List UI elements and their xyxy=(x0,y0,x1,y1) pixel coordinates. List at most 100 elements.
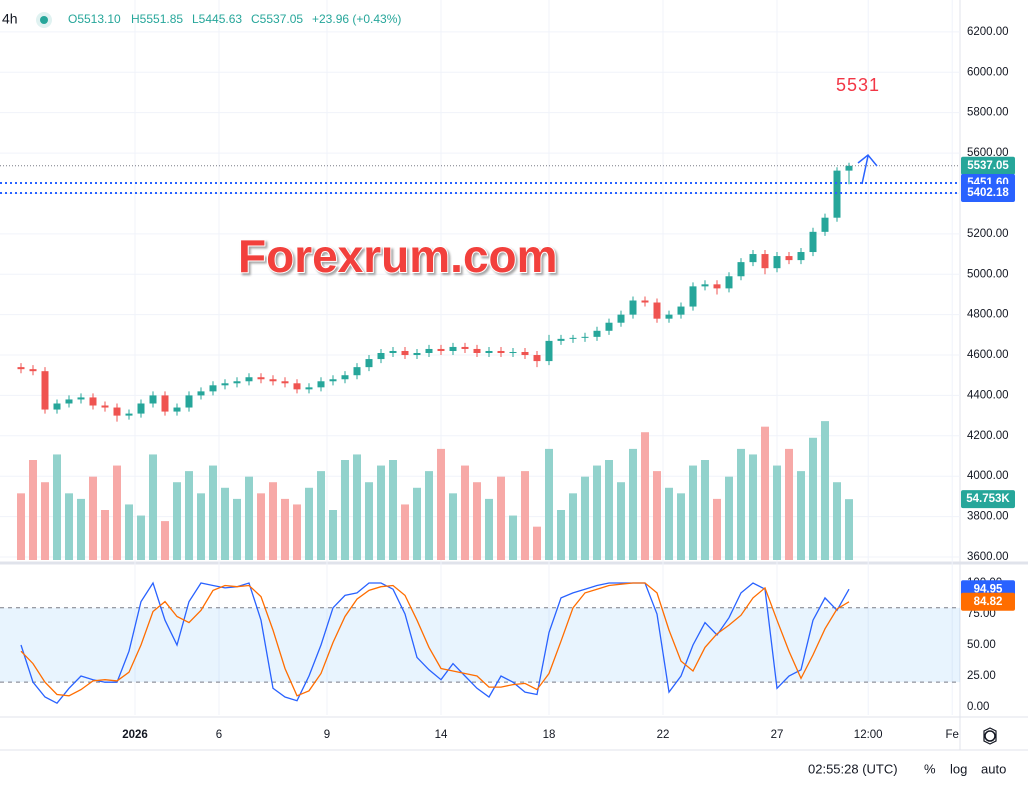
volume-bar xyxy=(245,476,253,560)
x-tick-label: 9 xyxy=(324,729,330,741)
candle-body xyxy=(569,337,577,339)
y-tick-label: 50.00 xyxy=(967,639,996,651)
candle-body xyxy=(353,367,361,376)
volume-bar xyxy=(233,498,241,560)
volume-bar xyxy=(461,465,469,560)
candle-body xyxy=(101,405,109,408)
candle-body xyxy=(125,413,133,416)
y-tick-label: 4000.00 xyxy=(967,470,1009,482)
candle-body xyxy=(257,377,265,380)
volume-bar xyxy=(557,510,565,560)
candle-body xyxy=(365,359,373,368)
price-line-label: 5537.05 xyxy=(967,160,1009,172)
candle-body xyxy=(293,383,301,390)
volume-bar xyxy=(101,510,109,560)
log-toggle[interactable]: log xyxy=(950,761,967,776)
volume-bar xyxy=(797,471,805,560)
y-tick-label: 6200.00 xyxy=(967,26,1009,38)
candle-body xyxy=(389,350,397,354)
candle-body xyxy=(89,397,97,406)
volume-bar xyxy=(77,498,85,560)
candle-body xyxy=(797,252,805,261)
candle-body xyxy=(197,391,205,396)
volume-bar xyxy=(89,476,97,560)
percent-toggle[interactable]: % xyxy=(924,761,936,776)
volume-bar xyxy=(257,493,265,560)
candle-body xyxy=(53,403,61,410)
volume-bar xyxy=(401,504,409,560)
status-dot xyxy=(40,16,48,24)
x-tick-label: Fe xyxy=(945,729,958,741)
volume-bar xyxy=(173,482,181,560)
volume-bar xyxy=(701,460,709,560)
annotation: 5531 xyxy=(836,75,880,95)
candle-body xyxy=(65,399,73,404)
candle-body xyxy=(437,348,445,351)
candle-body xyxy=(689,286,697,307)
candle-body xyxy=(713,284,721,289)
candle-body xyxy=(677,306,685,315)
volume-bar xyxy=(293,504,301,560)
y-tick-label: 3800.00 xyxy=(967,511,1009,523)
y-tick-label: 0.00 xyxy=(967,701,989,713)
volume-bar xyxy=(389,460,397,560)
candle-body xyxy=(17,367,25,370)
volume-bar xyxy=(413,487,421,560)
volume-bar xyxy=(65,493,73,560)
stoch-line xyxy=(20,581,850,705)
candle-body xyxy=(245,377,253,382)
candle-body xyxy=(497,350,505,354)
volume-bar xyxy=(437,448,445,560)
candle-body xyxy=(557,338,565,341)
candle-body xyxy=(413,353,421,356)
y-tick-label: 25.00 xyxy=(967,670,996,682)
clock: 02:55:28 (UTC) xyxy=(808,761,898,776)
candle-body xyxy=(605,322,613,331)
volume-bar xyxy=(845,499,853,560)
settings-button[interactable] xyxy=(983,727,997,745)
volume-bar xyxy=(569,493,577,560)
volume-bar xyxy=(161,521,169,560)
volume-bar xyxy=(485,498,493,560)
candle-body xyxy=(161,395,169,412)
volume-bar xyxy=(377,465,385,560)
volume-bar xyxy=(317,471,325,560)
settings-icon xyxy=(984,730,996,742)
stoch-value-label: 84.82 xyxy=(974,596,1003,608)
volume-bar xyxy=(509,515,517,560)
volume-bar xyxy=(533,526,541,560)
volume-bar xyxy=(665,487,673,560)
volume-bar xyxy=(809,437,817,560)
volume-bar xyxy=(473,482,481,560)
candle-body xyxy=(281,381,289,384)
volume-bar xyxy=(425,471,433,560)
candle-body xyxy=(641,300,649,303)
volume-label: 54.753K xyxy=(966,493,1010,505)
y-tick-label: 4800.00 xyxy=(967,309,1009,321)
candle-body xyxy=(653,302,661,319)
volume-bar xyxy=(773,465,781,560)
ohlc-change: +23.96 (+0.43%) xyxy=(312,12,401,26)
x-tick-label: 2026 xyxy=(122,729,148,741)
ohlc-low: L5445.63 xyxy=(192,12,242,26)
volume-bar xyxy=(821,421,829,560)
auto-toggle[interactable]: auto xyxy=(981,761,1006,776)
volume-label-box xyxy=(961,490,1015,509)
candle-body xyxy=(185,395,193,408)
volume-bar xyxy=(269,482,277,560)
volume-bar xyxy=(185,471,193,560)
candle-body xyxy=(521,351,529,356)
candle-body xyxy=(77,397,85,400)
x-tick-label: 6 xyxy=(216,729,222,741)
volume-bar xyxy=(713,498,721,560)
candle-body xyxy=(449,346,457,351)
volume-bar xyxy=(125,504,133,560)
candle-body xyxy=(833,170,841,218)
volume-bar xyxy=(749,454,757,560)
volume-bar xyxy=(137,515,145,560)
volume-bar xyxy=(785,448,793,560)
candle-body xyxy=(269,379,277,382)
candle-body xyxy=(545,340,553,362)
volume-bar xyxy=(497,476,505,560)
